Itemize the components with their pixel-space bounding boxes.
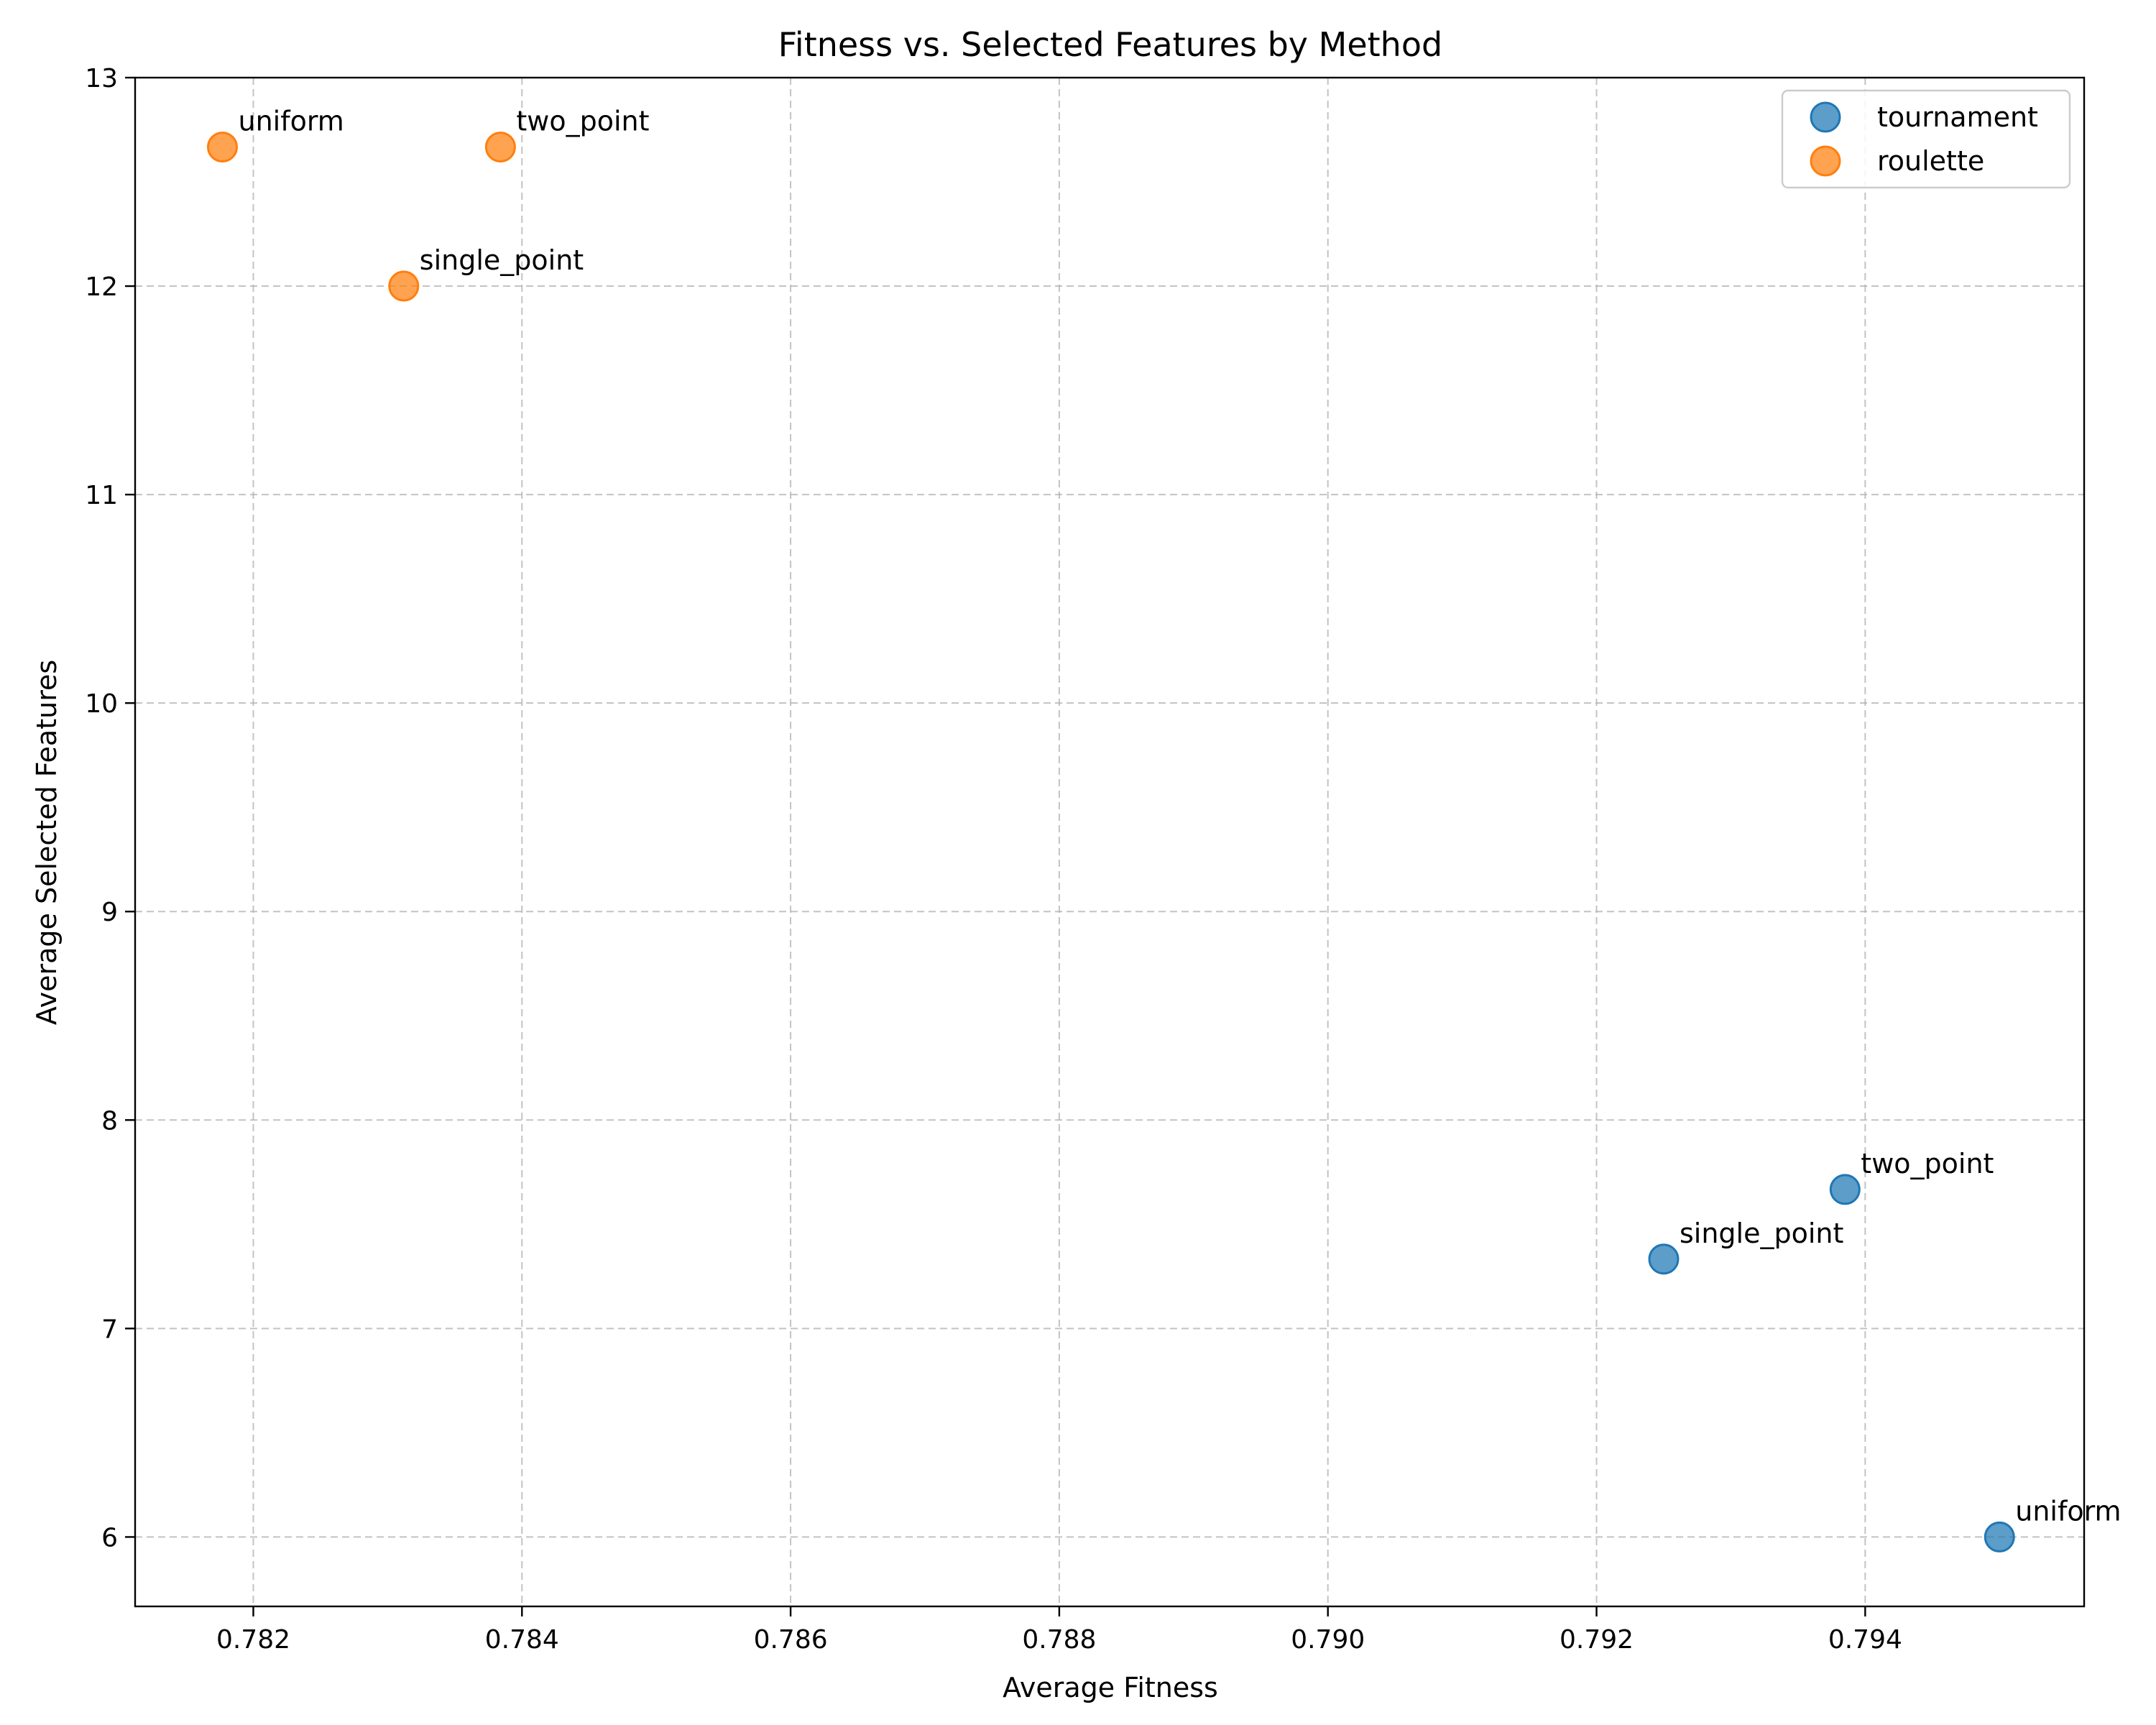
legend-marker-roulette — [1810, 145, 1841, 177]
y-axis-ticks: 6 7 8 9 10 11 12 13 — [85, 64, 135, 1552]
x-axis-label: Average Fitness — [1003, 1672, 1218, 1703]
data-point-roulette-uniform — [206, 132, 238, 163]
y-axis-label: Average Selected Features — [31, 660, 63, 1025]
x-tick-label: 0.786 — [754, 1625, 828, 1655]
legend-box — [1781, 89, 2071, 189]
x-axis-ticks: 0.782 0.784 0.786 0.788 0.790 0.792 0.794 — [216, 1606, 1902, 1655]
plot-area-frame — [134, 76, 2086, 1608]
x-tick-label: 0.794 — [1828, 1625, 1902, 1655]
data-point-tournament-single_point — [1648, 1243, 1680, 1275]
chart-title: Fitness vs. Selected Features by Method — [778, 25, 1442, 64]
data-point-tournament-two_point — [1829, 1174, 1861, 1205]
grid-lines — [135, 77, 2084, 1606]
x-tick-label: 0.782 — [216, 1625, 290, 1655]
point-label-roulette-two_point: two_point — [516, 106, 649, 137]
y-tick-label: 12 — [85, 272, 118, 302]
point-label-roulette-single_point: single_point — [420, 244, 584, 276]
point-annotations: single_pointtwo_pointuniformsingle_point… — [238, 106, 2121, 1527]
x-tick-label: 0.788 — [1022, 1625, 1096, 1655]
y-tick-label: 9 — [101, 898, 118, 927]
y-tick-label: 8 — [101, 1106, 118, 1136]
y-tick-label: 6 — [101, 1523, 118, 1552]
legend: tournament roulette — [1781, 89, 2071, 189]
y-tick-label: 11 — [85, 481, 118, 510]
y-tick-label: 10 — [85, 689, 118, 719]
y-tick-label: 7 — [101, 1315, 118, 1344]
point-label-roulette-uniform: uniform — [238, 106, 344, 137]
legend-label-tournament: tournament — [1877, 101, 2038, 133]
legend-marker-tournament — [1810, 101, 1841, 133]
x-tick-label: 0.790 — [1291, 1625, 1365, 1655]
legend-label-roulette: roulette — [1877, 145, 1984, 177]
point-label-tournament-two_point: two_point — [1861, 1148, 1994, 1179]
point-label-tournament-single_point: single_point — [1680, 1218, 1843, 1249]
x-tick-label: 0.784 — [485, 1625, 559, 1655]
point-label-tournament-uniform: uniform — [2015, 1495, 2121, 1527]
x-tick-label: 0.792 — [1560, 1625, 1634, 1655]
y-tick-label: 13 — [85, 64, 118, 93]
data-point-roulette-single_point — [388, 270, 420, 302]
data-points — [206, 132, 2015, 1552]
data-point-roulette-two_point — [484, 132, 516, 163]
data-point-tournament-uniform — [1984, 1521, 2015, 1552]
